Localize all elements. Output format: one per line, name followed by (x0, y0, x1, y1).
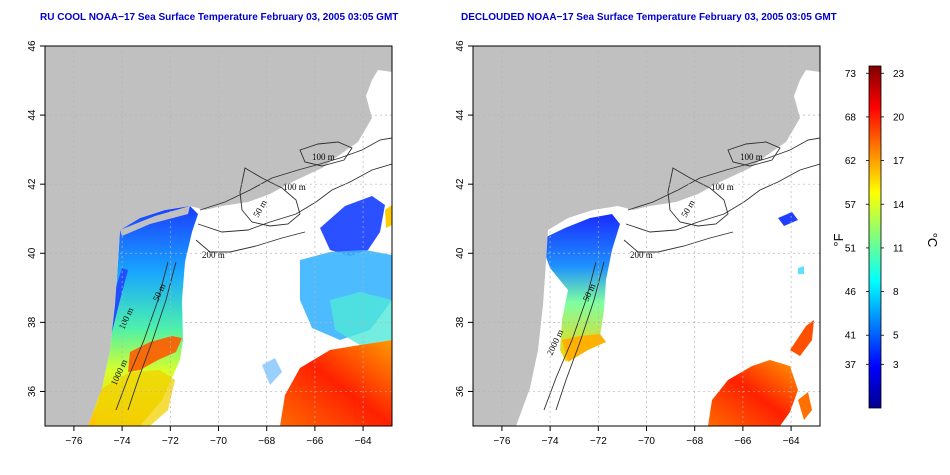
lat-tick-label: 44 (455, 109, 466, 121)
lat-tick-label: 44 (27, 109, 38, 121)
sst-declouded-north-patch (778, 212, 798, 226)
colorbar-label-f: 62 (845, 156, 857, 167)
left-panel-title: RU COOL NOAA−17 Sea Surface Temperature … (40, 12, 398, 23)
colorbar-label-c: 23 (893, 69, 905, 80)
sst-gulfstream-warm (128, 336, 182, 372)
colorbar-label-f: 37 (845, 360, 857, 371)
lon-tick-label: −72 (162, 436, 179, 447)
colorbar-label-c: 17 (893, 156, 905, 167)
colorbar-label-f: 57 (845, 200, 857, 211)
land-nova-scotia (683, 104, 794, 172)
lon-tick-label: −64 (355, 436, 372, 447)
lat-tick-label: 46 (455, 40, 466, 52)
left-lon-axis: −76 −74 −72 −70 −68 −66 −64 (65, 426, 372, 447)
colorbar-label-f: 73 (845, 69, 857, 80)
contour-label-100m-b: 100 m (711, 182, 734, 192)
contour-label-100m-a: 100 m (312, 152, 335, 162)
colorbar-label-c: 8 (893, 287, 899, 298)
sst-declouded-warm-patch (708, 360, 798, 426)
lat-tick-label: 40 (455, 247, 466, 259)
lon-tick-label: −66 (306, 436, 323, 447)
lon-tick-label: −76 (493, 436, 510, 447)
contour-label-200m: 200 m (630, 250, 653, 260)
sst-offshore-north (320, 196, 385, 256)
sst-warm-patch (280, 340, 392, 426)
sst-speckle-south (95, 370, 175, 426)
land-nova-scotia (255, 104, 366, 172)
colorbar-label-f: 68 (845, 112, 857, 123)
celsius-unit-label: °C (925, 233, 940, 248)
lat-tick-label: 38 (455, 316, 466, 328)
colorbar-label-c: 20 (893, 112, 905, 123)
colorbar-label-c: 3 (893, 360, 899, 371)
lat-tick-label: 42 (27, 178, 38, 190)
left-grid (45, 45, 392, 426)
lon-tick-label: −74 (542, 436, 559, 447)
bathymetry-contours (115, 137, 392, 411)
colorbar-label-f: 41 (845, 331, 857, 342)
lon-tick-label: −68 (686, 436, 703, 447)
lat-tick-label: 36 (455, 385, 466, 397)
lat-tick-label: 38 (27, 316, 38, 328)
contour-label-200m: 200 m (202, 250, 225, 260)
colorbar-label-c: 11 (893, 243, 904, 254)
right-lon-axis: −76 −74 −72 −70 −68 −66 −64 (493, 426, 800, 447)
contour-label-100m-b: 100 m (283, 182, 306, 192)
bathymetry-contours (543, 137, 820, 411)
right-lat-axis: 46 44 42 40 38 36 (455, 40, 473, 397)
sst-declouded-coastal (540, 214, 620, 362)
lon-tick-label: −76 (65, 436, 82, 447)
sst-offshore-cyan (330, 292, 392, 345)
lat-tick-label: 42 (455, 178, 466, 190)
lon-tick-label: −70 (638, 436, 655, 447)
colorbar-label-f: 46 (845, 287, 857, 298)
right-grid (473, 45, 820, 426)
colorbar-gradient (868, 65, 882, 409)
right-panel-title: DECLOUDED NOAA−17 Sea Surface Temperatur… (461, 12, 837, 23)
lon-tick-label: −74 (114, 436, 131, 447)
lon-tick-label: −72 (590, 436, 607, 447)
colorbar-label-c: 5 (893, 331, 899, 342)
lat-tick-label: 40 (27, 247, 38, 259)
fahrenheit-unit-label: °F (831, 233, 846, 246)
sst-small-patch-2 (385, 205, 392, 228)
lon-tick-label: −64 (783, 436, 800, 447)
lon-tick-label: −68 (258, 436, 275, 447)
temperature-colorbar: 73 23 68 20 62 17 57 14 51 11 46 8 41 5 37 3 °F °C (831, 65, 940, 409)
lat-tick-label: 46 (27, 40, 38, 52)
lon-tick-label: −66 (734, 436, 751, 447)
lon-tick-label: −70 (210, 436, 227, 447)
colorbar-label-f: 51 (845, 243, 857, 254)
right-map-panel: 100 m 100 m 50 m 200 m 50 m 2000 m −76 −7… (455, 40, 821, 447)
contour-label-100m-a: 100 m (740, 152, 763, 162)
sst-declouded-east-patch (790, 320, 814, 356)
sst-declouded-small-cyan (798, 266, 804, 274)
colorbar-label-c: 14 (893, 200, 905, 211)
sst-declouded-east-patch-2 (798, 392, 812, 420)
sst-declouded-warm-tip (562, 334, 606, 362)
left-map-panel: 100 m 100 m 50 m 200 m 50 m 100 m 1000 m… (27, 40, 393, 447)
land-long-island (120, 206, 190, 236)
sst-small-patch-1 (262, 358, 282, 385)
lat-tick-label: 36 (27, 385, 38, 397)
left-lat-axis: 46 44 42 40 38 36 (27, 40, 45, 397)
